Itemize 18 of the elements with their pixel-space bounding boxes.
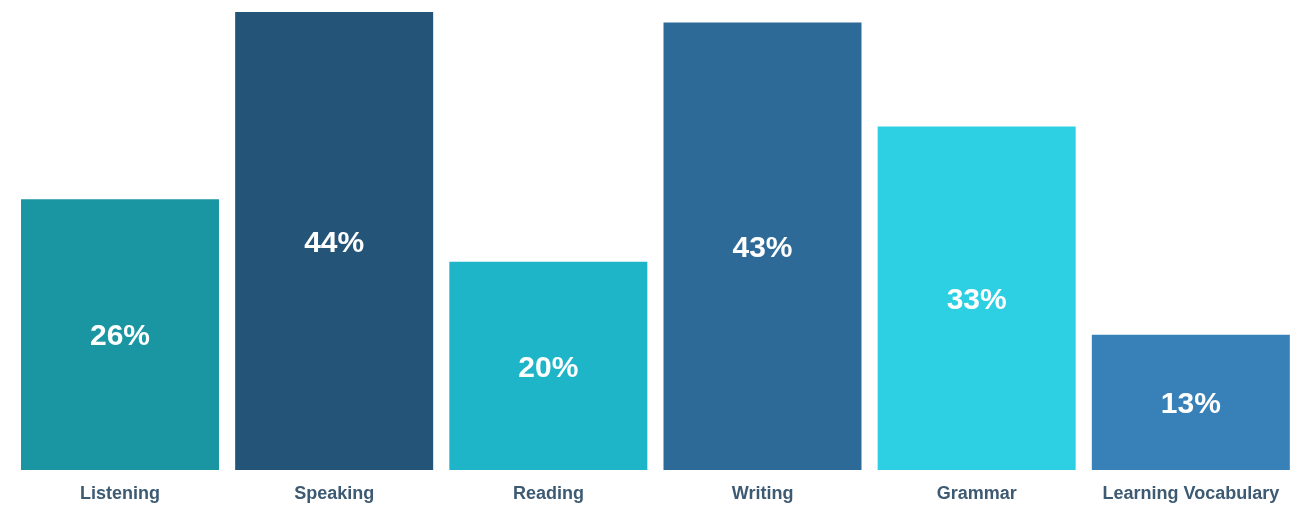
x-tick-label: Reading — [512, 482, 584, 503]
x-tick-label: Learning Vocabulary — [1102, 482, 1280, 503]
x-tick-label: Grammar — [936, 482, 1017, 503]
data-label: 33% — [946, 281, 1007, 315]
x-tick-label: Listening — [80, 482, 161, 503]
data-label: 26% — [89, 318, 151, 352]
bar — [449, 261, 648, 470]
bar — [877, 126, 1076, 470]
bar — [21, 199, 219, 470]
bar — [235, 12, 434, 470]
data-label: 13% — [1160, 385, 1221, 419]
x-tick-label: Writing — [731, 482, 794, 503]
data-label: 44% — [304, 224, 365, 258]
bar — [663, 22, 862, 470]
x-tick-label: Speaking — [294, 482, 375, 503]
data-label: 43% — [732, 229, 793, 263]
data-label: 20% — [518, 349, 579, 383]
bar — [1091, 334, 1290, 470]
